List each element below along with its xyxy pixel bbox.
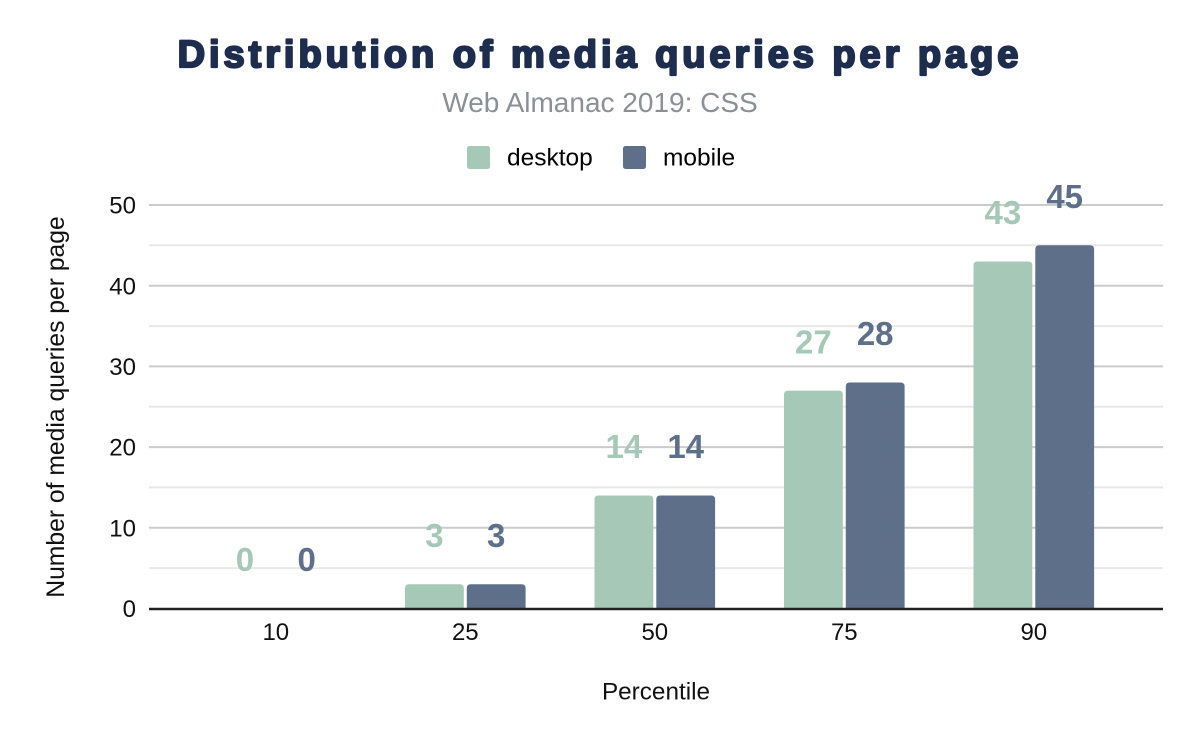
svg-text:Number of media queries per pa: Number of media queries per page [43, 216, 70, 598]
svg-text:20: 20 [109, 435, 136, 462]
svg-text:43: 43 [985, 194, 1022, 231]
svg-text:27: 27 [795, 323, 832, 360]
svg-text:0: 0 [123, 596, 136, 623]
svg-text:mobile: mobile [663, 145, 735, 172]
svg-text:75: 75 [831, 619, 858, 646]
svg-text:0: 0 [298, 541, 316, 578]
svg-text:Percentile: Percentile [602, 679, 710, 706]
svg-text:45: 45 [1046, 178, 1083, 215]
svg-text:14: 14 [606, 428, 643, 465]
svg-text:50: 50 [641, 619, 668, 646]
svg-text:90: 90 [1020, 619, 1047, 646]
svg-text:0: 0 [236, 541, 254, 578]
svg-text:Distribution of media queries: Distribution of media queries per page [178, 34, 1023, 76]
svg-text:3: 3 [425, 517, 443, 554]
svg-text:28: 28 [857, 315, 894, 352]
svg-text:3: 3 [487, 517, 505, 554]
svg-text:40: 40 [109, 273, 136, 300]
svg-text:10: 10 [262, 619, 289, 646]
svg-text:50: 50 [109, 193, 136, 220]
svg-text:Web Almanac 2019: CSS: Web Almanac 2019: CSS [442, 87, 757, 118]
svg-text:30: 30 [109, 354, 136, 381]
svg-text:14: 14 [667, 428, 704, 465]
svg-text:25: 25 [452, 619, 479, 646]
svg-text:desktop: desktop [507, 145, 593, 172]
svg-text:10: 10 [109, 515, 136, 542]
